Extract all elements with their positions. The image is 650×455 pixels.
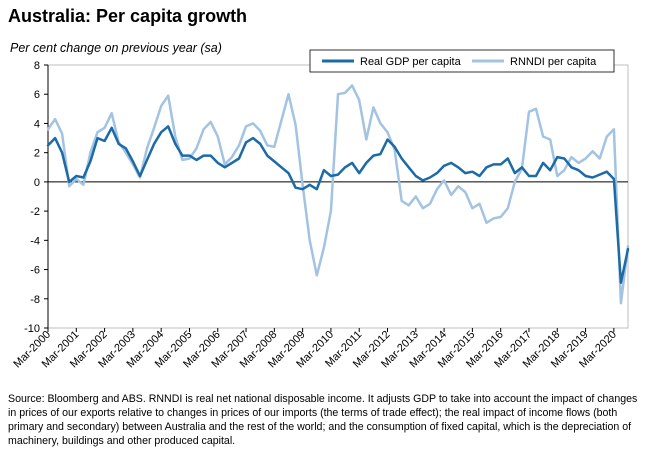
chart-title: Australia: Per capita growth bbox=[8, 6, 248, 26]
legend-label: Real GDP per capita bbox=[360, 56, 462, 68]
y-tick-label: -4 bbox=[30, 235, 40, 247]
y-tick-label: 6 bbox=[34, 89, 40, 101]
legend-box bbox=[309, 49, 615, 73]
y-tick-label: 8 bbox=[34, 60, 40, 72]
y-tick-label: -6 bbox=[30, 265, 40, 277]
y-tick-label: -10 bbox=[24, 323, 40, 335]
y-tick-label: -2 bbox=[30, 206, 40, 218]
series-line-real-gdp-per-capita bbox=[46, 125, 630, 284]
y-tick-label: 4 bbox=[34, 118, 40, 130]
legend-label: RNNDI per capita bbox=[510, 56, 597, 68]
chart-subtitle: Per cent change on previous year (sa) bbox=[10, 41, 222, 55]
series-line-rnndi-per-capita bbox=[46, 84, 630, 305]
source-note: Source: Bloomberg and ABS. RNNDI is real… bbox=[8, 393, 638, 447]
y-tick-label: 0 bbox=[34, 177, 40, 189]
y-tick-label: 2 bbox=[34, 148, 40, 160]
y-tick-label: -8 bbox=[30, 294, 40, 306]
